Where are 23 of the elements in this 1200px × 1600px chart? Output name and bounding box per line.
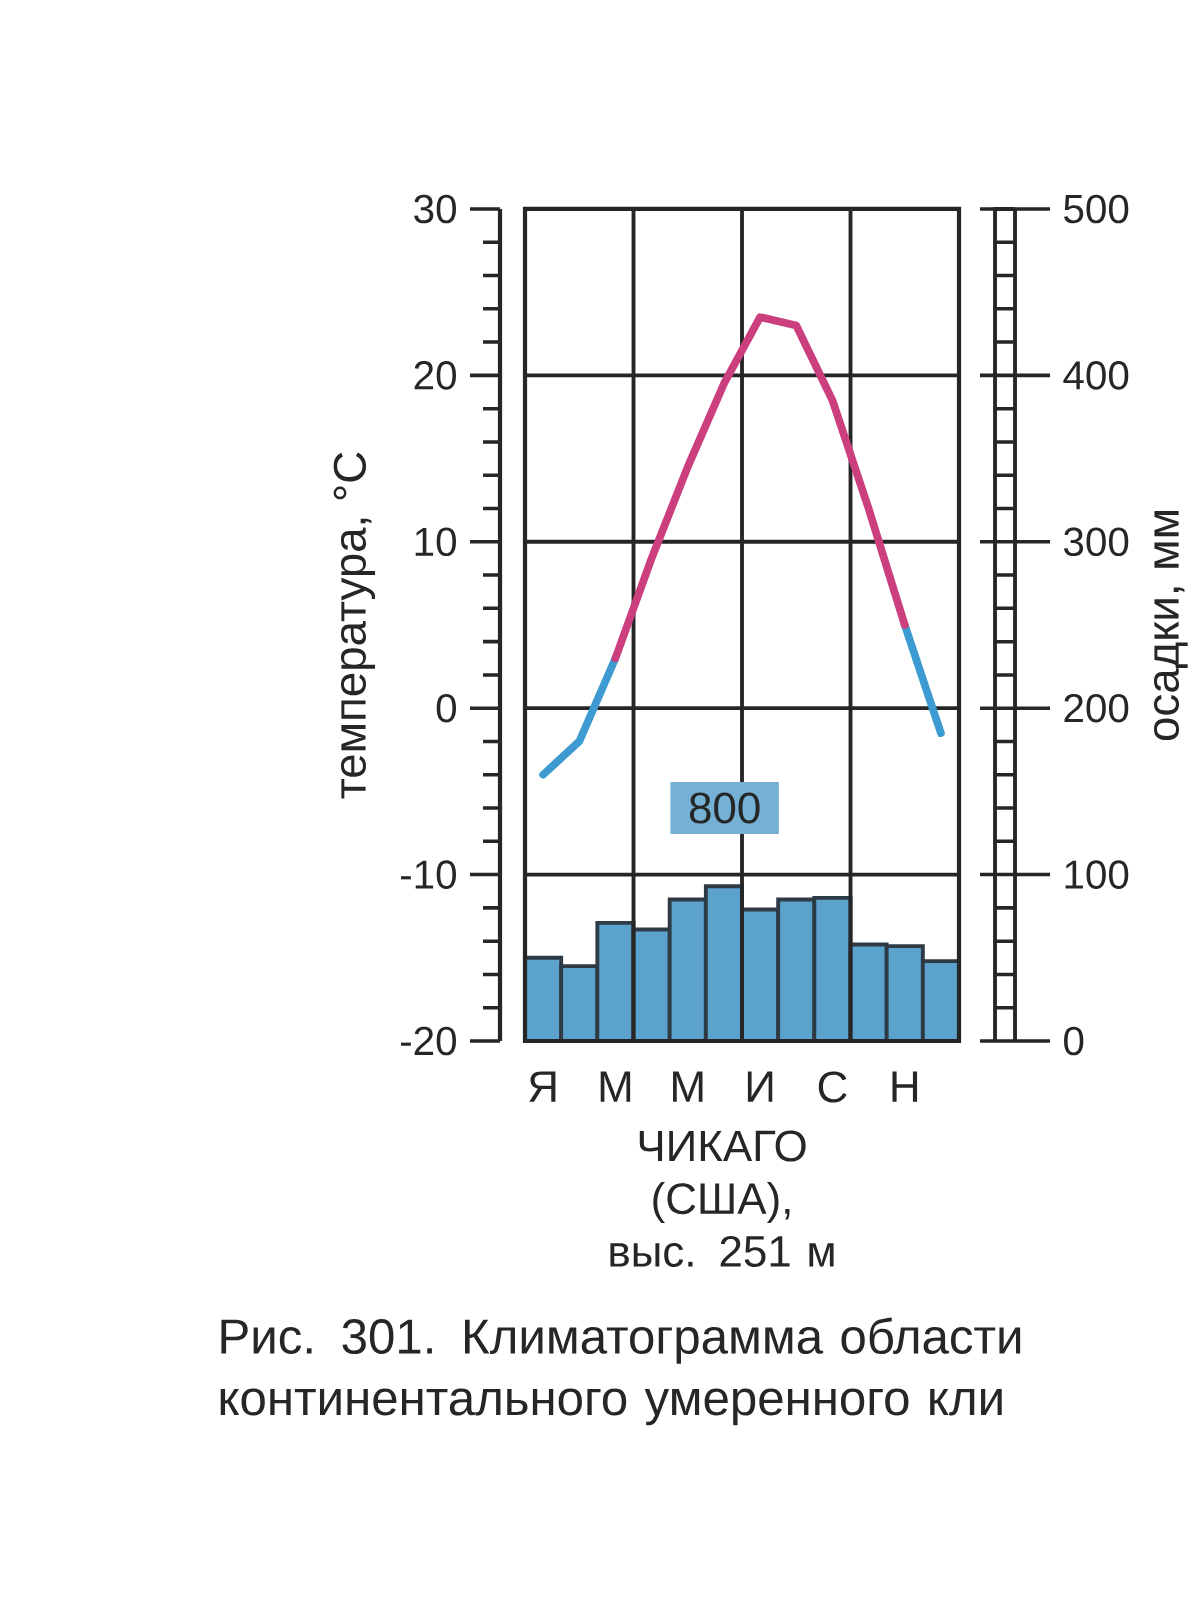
y2-tick-label: 400 <box>1063 361 1129 390</box>
text: Рис. 301. Климатограмма области континентального умеренного кли <box>220 1317 1021 1426</box>
x-tick-label: М <box>673 1071 703 1102</box>
y2-tick-label: 300 <box>1063 527 1129 557</box>
y2-axis-title: осадки, мм <box>1154 511 1188 741</box>
y-tick-label: 30 <box>414 194 456 224</box>
y-tick-label: -10 <box>400 860 456 889</box>
y-tick-label: 10 <box>415 527 456 557</box>
x-tick-label: М <box>600 1071 631 1102</box>
y2-tick-label: 500 <box>1064 194 1129 224</box>
y-axis-title: температура, °С <box>333 452 376 799</box>
y-tick-label: -20 <box>400 1026 456 1056</box>
y2-tick-label: 0 <box>1064 1026 1084 1056</box>
x-tick-label: С <box>818 1071 847 1103</box>
y-tick-label: 20 <box>414 361 456 390</box>
x-tick-label: Я <box>529 1071 556 1102</box>
text: ЧИКАГО (США), выс. 251 м <box>610 1130 834 1267</box>
y2-tick-label: 200 <box>1064 693 1129 723</box>
x-tick-label: И <box>747 1071 773 1102</box>
y2-tick-label: 100 <box>1065 860 1129 889</box>
x-tick-label: Н <box>892 1071 918 1102</box>
annotation: 800 <box>689 792 760 824</box>
y-tick-label: 0 <box>436 693 456 723</box>
